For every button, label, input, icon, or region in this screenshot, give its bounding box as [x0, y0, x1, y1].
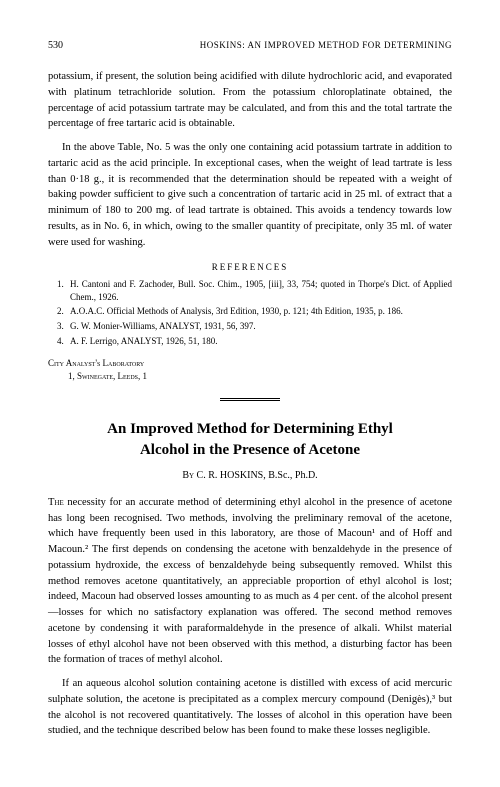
page-header: 530 HOSKINS: AN IMPROVED METHOD FOR DETE… [48, 40, 452, 51]
article-para-1: The necessity for an accurate method of … [48, 495, 452, 668]
reference-item: H. Cantoni and F. Zachoder, Bull. Soc. C… [66, 278, 452, 303]
author-name: C. R. HOSKINS, B.Sc., Ph.D. [197, 470, 318, 481]
byline: By C. R. HOSKINS, B.Sc., Ph.D. [48, 470, 452, 481]
reference-item: G. W. Monier-Williams, ANALYST, 1931, 56… [66, 320, 452, 333]
references-list: H. Cantoni and F. Zachoder, Bull. Soc. C… [48, 278, 452, 347]
affiliation-address: 1, Swinegate, Leeds, 1 [48, 370, 452, 383]
article-title: An Improved Method for Determining Ethyl… [48, 419, 452, 460]
reference-item: A. F. Lerrigo, ANALYST, 1926, 51, 180. [66, 335, 452, 348]
references-heading: REFERENCES [48, 262, 452, 272]
article-para-2: If an aqueous alcohol solution containin… [48, 676, 452, 739]
section-divider [220, 398, 280, 401]
first-word: The [48, 497, 64, 508]
affiliation-lab: City Analyst's Laboratory [48, 357, 452, 370]
author-affiliation: City Analyst's Laboratory 1, Swinegate, … [48, 357, 452, 382]
para-1-body: necessity for an accurate method of dete… [48, 497, 452, 666]
title-line-2: Alcohol in the Presence of Acetone [140, 442, 360, 458]
reference-item: A.O.A.C. Official Methods of Analysis, 3… [66, 305, 452, 318]
prev-article-para-2: In the above Table, No. 5 was the only o… [48, 140, 452, 250]
running-head: HOSKINS: AN IMPROVED METHOD FOR DETERMIN… [200, 40, 452, 51]
title-line-1: An Improved Method for Determining Ethyl [107, 421, 393, 437]
prev-article-para-1: potassium, if present, the solution bein… [48, 69, 452, 132]
page-number: 530 [48, 40, 63, 51]
byline-prefix: By [182, 470, 196, 481]
